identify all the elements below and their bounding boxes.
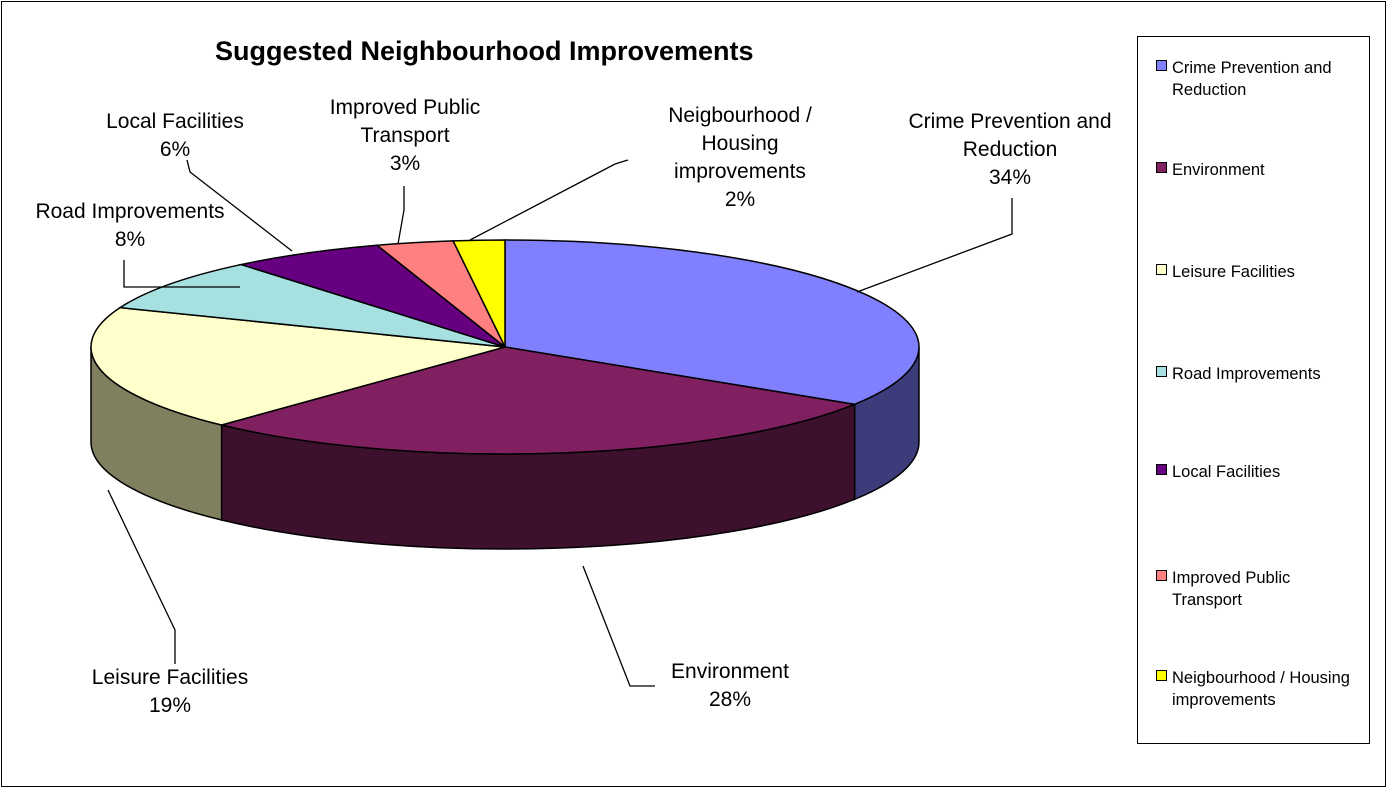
legend-label: Neigbourhood / Housing improvements — [1172, 669, 1350, 709]
pie-slice-1 — [218, 346, 858, 455]
slice-percent: 34% — [988, 166, 1032, 189]
chart-title: Suggested Neighbourhood Improvements — [215, 36, 754, 66]
slice-percent: 8% — [114, 228, 146, 251]
legend-label: Improved Public Transport — [1172, 569, 1291, 609]
legend-label: Crime Prevention and Reduction — [1172, 59, 1332, 99]
legend-label: Road Improvements — [1172, 365, 1321, 383]
legend-label: Environment — [1172, 161, 1265, 179]
slice-percent: 6% — [159, 138, 191, 161]
slice-percent: 19% — [148, 694, 192, 717]
slice-label-crime-prevention: Crime Prevention and Reduction 34% — [860, 108, 1160, 192]
leader-line-5 — [397, 186, 405, 245]
slice-label-leisure-facilities: Leisure Facilities 19% — [50, 664, 290, 720]
slice-name: Local Facilities — [106, 110, 244, 133]
legend-swatch — [1156, 670, 1167, 681]
legend-swatch — [1156, 162, 1167, 173]
slice-percent: 28% — [708, 688, 752, 711]
leader-line-1 — [582, 565, 655, 687]
slice-label-neighbourhood-housing: Neigbourhood / Housing improvements 2% — [630, 102, 850, 214]
slice-label-improved-public-transport: Improved Public Transport 3% — [295, 94, 515, 178]
legend-swatch — [1156, 264, 1167, 275]
slice-name: Improved Public Transport — [329, 96, 481, 147]
pie-slice-6 — [451, 239, 506, 348]
pie-slice-4 — [238, 244, 506, 348]
slice-name: Road Improvements — [35, 200, 225, 223]
slice-name: Environment — [671, 660, 789, 683]
legend-swatch — [1156, 60, 1167, 71]
pie-top — [90, 239, 920, 455]
leader-line-0 — [856, 198, 1013, 293]
leader-line-3 — [123, 260, 240, 288]
leader-line-4 — [186, 159, 293, 252]
slice-name: Leisure Facilities — [91, 666, 249, 689]
legend-swatch — [1156, 464, 1167, 475]
slice-name: Crime Prevention and Reduction — [908, 110, 1112, 161]
legend-label: Leisure Facilities — [1172, 263, 1295, 281]
leader-lines — [107, 159, 1013, 687]
legend-swatch — [1156, 570, 1167, 581]
leader-line-6 — [469, 159, 629, 241]
pie-sides — [90, 346, 920, 550]
slice-label-environment: Environment 28% — [620, 658, 840, 714]
leader-line-2 — [107, 489, 176, 664]
pie-slice-3 — [117, 263, 506, 348]
slice-name: Neigbourhood / Housing improvements — [668, 104, 812, 183]
slice-percent: 3% — [389, 152, 421, 175]
legend-swatch — [1156, 366, 1167, 377]
slice-label-local-facilities: Local Facilities 6% — [85, 108, 265, 164]
slice-percent: 2% — [724, 188, 756, 211]
slice-label-road-improvements: Road Improvements 8% — [0, 198, 260, 254]
legend-label: Local Facilities — [1172, 463, 1281, 481]
chart-legend: Crime Prevention and Reduction Environme… — [1137, 36, 1370, 744]
